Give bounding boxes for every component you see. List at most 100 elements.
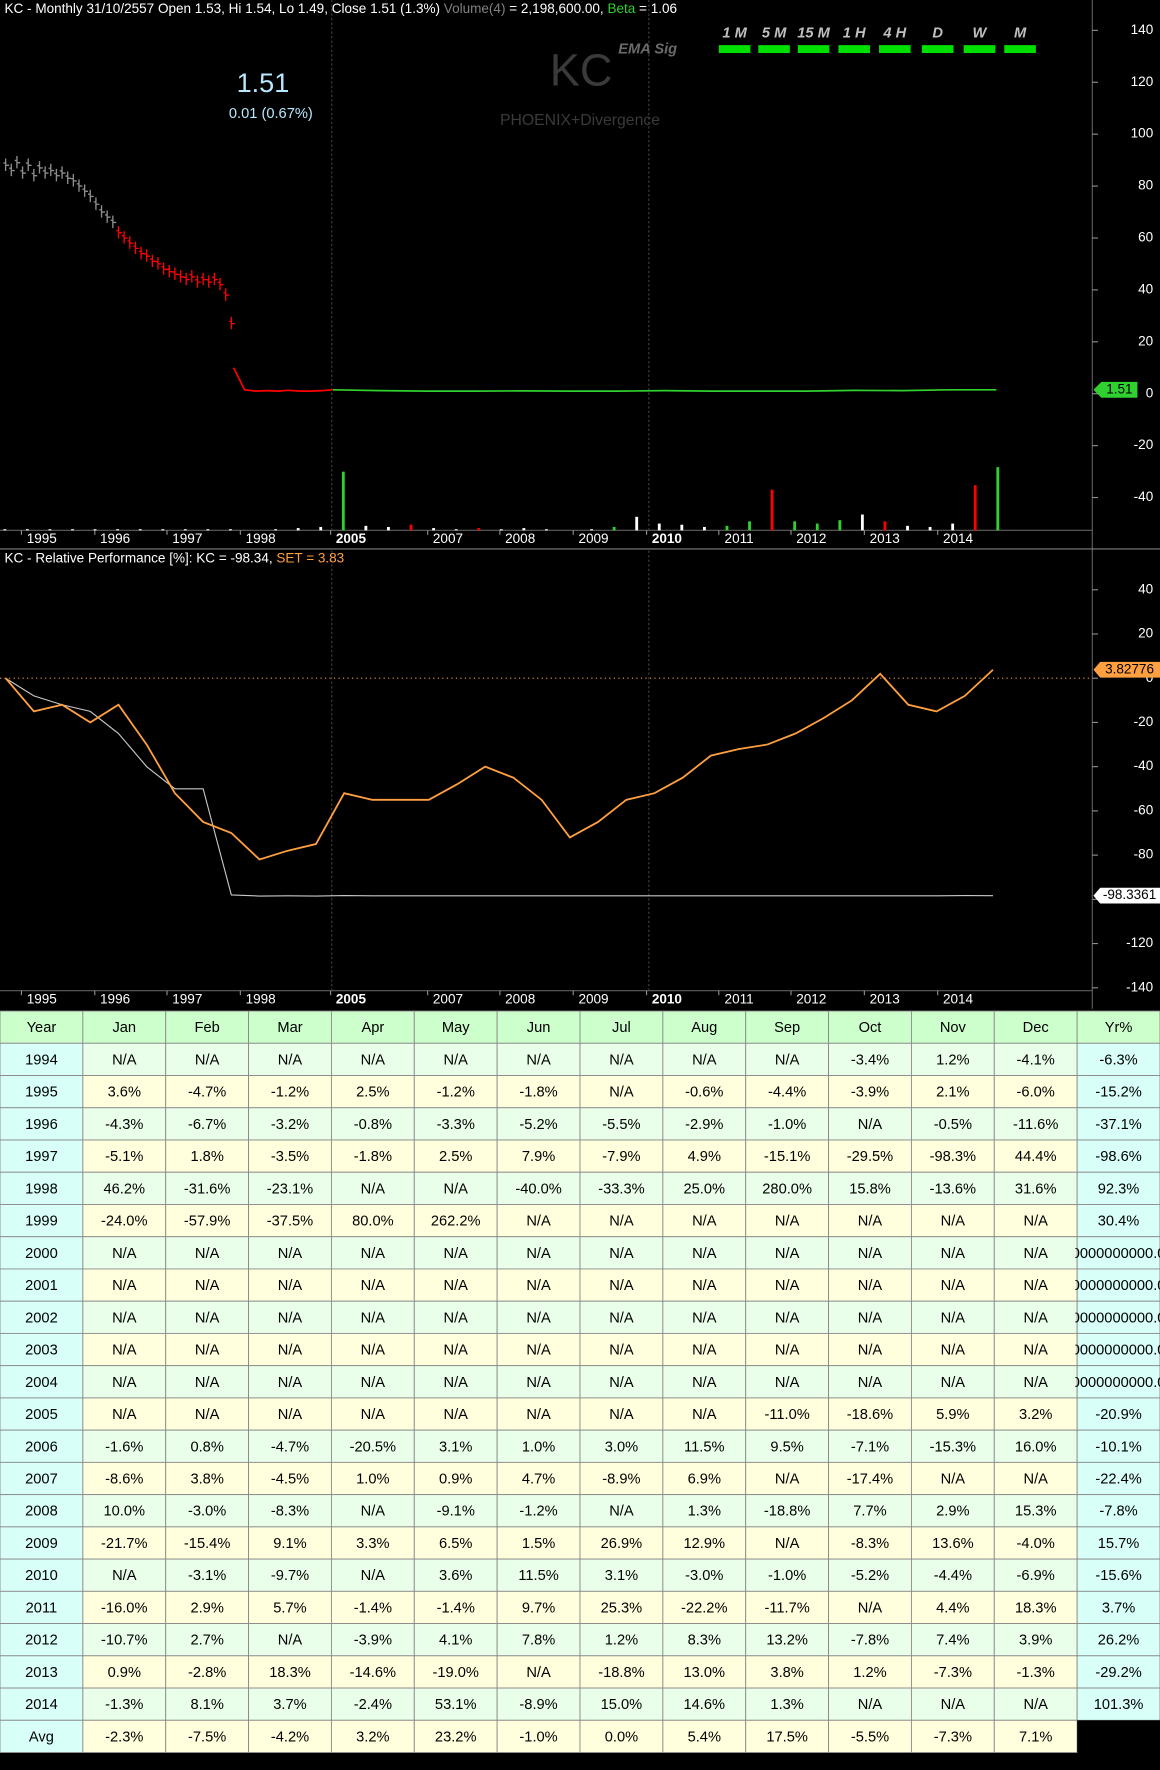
table-cell xyxy=(496,1526,581,1560)
table-text: N/A xyxy=(1023,1471,1048,1487)
price-bar xyxy=(178,270,184,283)
table-text: 2011 xyxy=(26,1600,58,1616)
table-cell xyxy=(248,1687,332,1721)
table-text: 1999 xyxy=(25,1214,58,1230)
price-bar xyxy=(200,272,207,286)
volume-bar xyxy=(341,471,345,531)
table-cell xyxy=(993,1494,1078,1528)
x-tick-label: 2010 xyxy=(652,531,682,546)
table-cell xyxy=(579,1107,664,1141)
timeframe-button[interactable] xyxy=(718,45,751,54)
table-text: 4.4% xyxy=(936,1600,969,1616)
timeframe-button[interactable] xyxy=(921,45,954,54)
table-text: N/A xyxy=(526,1052,551,1068)
table-text: N/A xyxy=(609,1310,634,1326)
table-text: -19.0% xyxy=(432,1665,478,1681)
table-text: N/A xyxy=(361,1181,386,1197)
table-cell xyxy=(662,1558,747,1592)
price-bar xyxy=(172,267,179,280)
table-text: 6.5% xyxy=(439,1536,472,1552)
table-cell xyxy=(579,1494,664,1528)
x-tick-label: 2013 xyxy=(870,531,900,546)
price-bar xyxy=(144,249,151,262)
table-text: 7.4% xyxy=(936,1633,969,1649)
timeframe-button[interactable] xyxy=(879,45,911,54)
table-text: 13.6% xyxy=(932,1536,974,1552)
table-cell xyxy=(828,1204,912,1238)
timeframe-label: D xyxy=(932,26,943,42)
timeframe-button[interactable] xyxy=(758,45,790,54)
table-text: N/A xyxy=(609,1343,634,1359)
table-cell xyxy=(745,1429,830,1463)
timeframe-button[interactable] xyxy=(1004,45,1036,54)
x-tick-label: 2008 xyxy=(505,991,535,1006)
table-text: -20.9% xyxy=(1095,1407,1141,1423)
table-text: 3.2% xyxy=(1019,1407,1052,1423)
table-cell xyxy=(330,1397,415,1431)
table-text: N/A xyxy=(1023,1246,1048,1262)
y-tick-label: 80 xyxy=(1138,178,1153,193)
table-text: 30.4% xyxy=(1098,1214,1140,1230)
price-bar xyxy=(183,272,190,286)
table-text: N/A xyxy=(526,1310,551,1326)
table-cell xyxy=(579,1623,664,1657)
price-bar xyxy=(167,264,173,278)
table-text: -14.6% xyxy=(350,1665,396,1681)
table-cell xyxy=(0,1010,84,1044)
table-text: -3.1% xyxy=(188,1568,226,1584)
x-tick-label: 1997 xyxy=(172,531,202,546)
table-cell xyxy=(248,1494,332,1528)
x-tick-label: 2013 xyxy=(870,991,900,1006)
table-cell xyxy=(662,1075,747,1109)
table-text: 13.0% xyxy=(684,1665,726,1681)
perf-header: KC - Relative Performance [%]: KC = -98.… xyxy=(5,550,345,565)
y-tick-label: 20 xyxy=(1138,333,1153,348)
table-text: 11.5% xyxy=(684,1439,724,1455)
last-price-label: 1.51 xyxy=(1106,381,1132,396)
volume-bar xyxy=(183,529,187,531)
x-tick-label: 2007 xyxy=(433,991,463,1006)
table-cell xyxy=(330,1010,415,1044)
table-cell xyxy=(662,1687,747,1721)
y-tick-label: 40 xyxy=(1138,281,1153,296)
table-text: 5.7% xyxy=(273,1600,306,1616)
price-bar xyxy=(104,210,111,223)
table-cell xyxy=(910,1365,995,1399)
table-text: 0000000000.0 xyxy=(1072,1343,1160,1359)
table-text: -2.8% xyxy=(188,1665,226,1681)
x-tick-label: 2014 xyxy=(943,991,974,1006)
table-cell xyxy=(165,1719,250,1753)
table-text: 2.9% xyxy=(190,1600,223,1616)
x-tick-label: 2008 xyxy=(505,531,535,546)
table-text: -1.8% xyxy=(519,1085,557,1101)
x-tick-label: 1995 xyxy=(27,991,57,1006)
volume-bar xyxy=(770,489,774,531)
table-text: -33.3% xyxy=(598,1181,644,1197)
table-cell xyxy=(910,1526,995,1560)
table-text: -4.7% xyxy=(271,1439,309,1455)
table-cell xyxy=(1076,1494,1160,1528)
volume-bar xyxy=(815,523,819,531)
table-text: N/A xyxy=(361,1052,386,1068)
table-text: 0000000000.0 xyxy=(1072,1375,1160,1391)
x-tick-label: 2010 xyxy=(652,991,682,1006)
table-text: -7.8% xyxy=(851,1633,889,1649)
x-tick-label: 2005 xyxy=(336,991,367,1006)
table-cell xyxy=(413,1365,498,1399)
table-cell xyxy=(82,1300,167,1334)
table-text: 9.1% xyxy=(273,1536,306,1552)
table-cell xyxy=(330,1236,415,1270)
table-text: N/A xyxy=(1023,1697,1048,1713)
table-text: -15.6% xyxy=(1095,1568,1141,1584)
timeframe-button[interactable] xyxy=(797,45,830,54)
timeframe-button[interactable] xyxy=(963,45,996,54)
table-cell xyxy=(330,1171,415,1205)
table-cell xyxy=(910,1494,995,1528)
table-text: 15.7% xyxy=(1098,1536,1140,1552)
volume-label: Volume(4) xyxy=(444,1,506,16)
timeframe-button[interactable] xyxy=(838,45,870,54)
table-cell xyxy=(165,1494,250,1528)
price-bar xyxy=(110,215,117,229)
table-text: N/A xyxy=(443,1343,468,1359)
table-cell xyxy=(1076,1107,1160,1141)
